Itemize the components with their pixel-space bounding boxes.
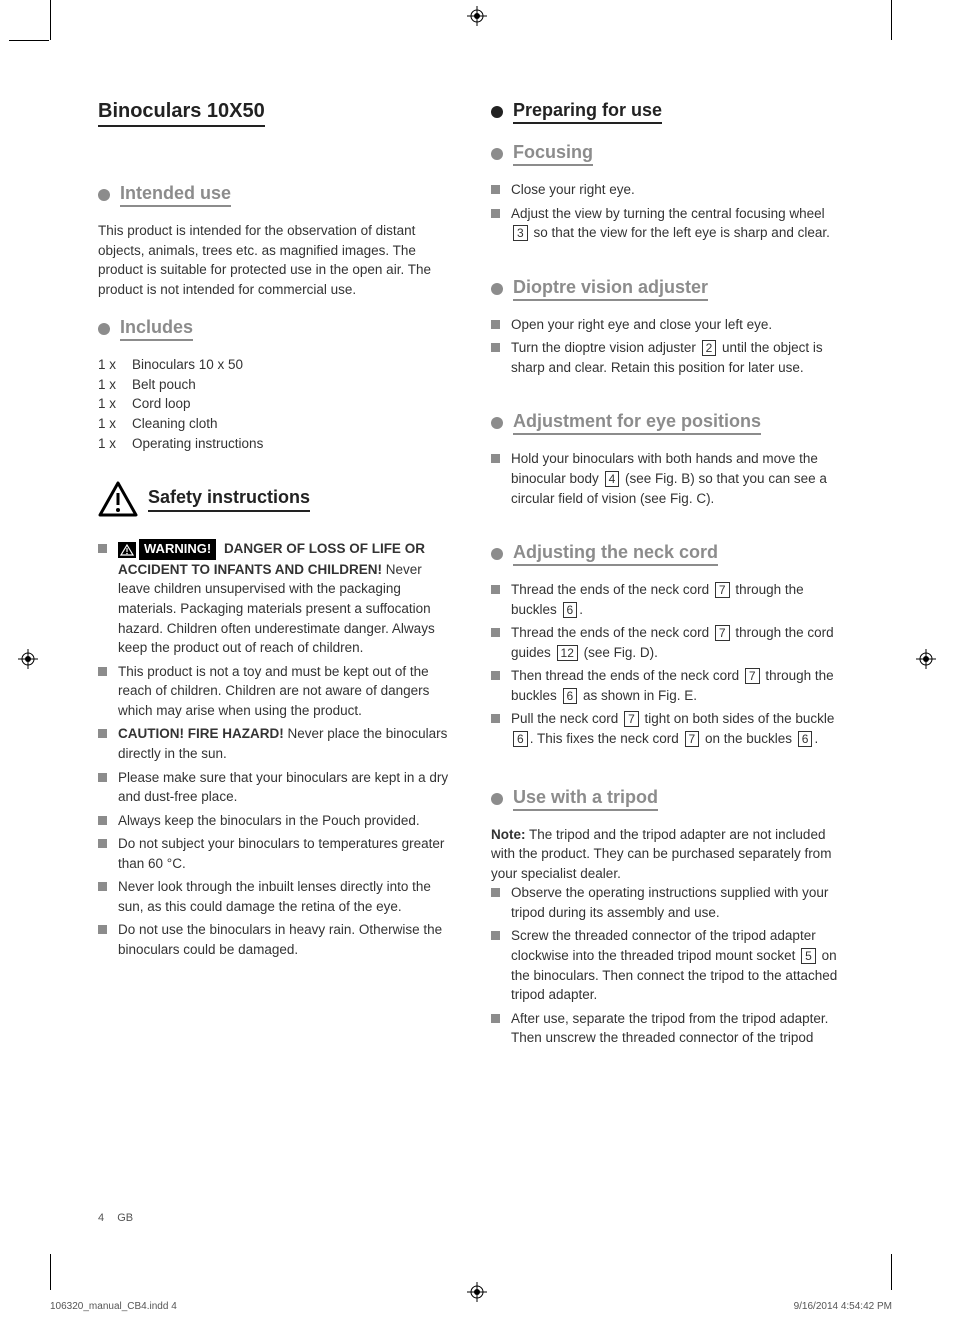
safety-heading-row: Safety instructions xyxy=(98,481,451,517)
neckcord-list: Thread the ends of the neck cord 7 throu… xyxy=(491,580,844,749)
includes-list: 1 xBinoculars 10 x 50 1 xBelt pouch 1 xC… xyxy=(98,355,451,453)
crop-mark xyxy=(50,0,51,40)
page-content: Binoculars 10X50 Intended use This produ… xyxy=(50,40,892,1254)
bullet-icon xyxy=(491,548,503,560)
safety-warning-item: WARNING! DANGER OF LOSS OF LIFE OR ACCID… xyxy=(98,539,451,658)
list-item: Do not subject your binoculars to temper… xyxy=(98,834,451,873)
right-column: Preparing for use Focusing Close your ri… xyxy=(491,100,844,1052)
ref-box: 6 xyxy=(798,731,813,747)
registration-mark-icon xyxy=(916,649,936,669)
ref-box: 7 xyxy=(715,582,730,598)
heading-eye-positions: Adjustment for eye positions xyxy=(491,411,844,435)
bullet-icon xyxy=(98,189,110,201)
heading-dioptre: Dioptre vision adjuster xyxy=(491,277,844,301)
ref-box: 2 xyxy=(702,340,717,356)
ref-box: 7 xyxy=(624,711,639,727)
bullet-icon xyxy=(491,283,503,295)
list-item: CAUTION! FIRE HAZARD! Never place the bi… xyxy=(98,724,451,763)
bullet-icon xyxy=(491,417,503,429)
ref-box: 7 xyxy=(745,668,760,684)
heading-preparing: Preparing for use xyxy=(491,100,844,124)
list-item: Please make sure that your binoculars ar… xyxy=(98,768,451,807)
list-item: Screw the threaded connector of the trip… xyxy=(491,926,844,1004)
warning-triangle-small-icon xyxy=(118,542,136,558)
list-item: Open your right eye and close your left … xyxy=(491,315,844,335)
left-column: Binoculars 10X50 Intended use This produ… xyxy=(98,100,451,1052)
list-item: Hold your binoculars with both hands and… xyxy=(491,449,844,508)
list-item: Always keep the binoculars in the Pouch … xyxy=(98,811,451,831)
ref-box: 7 xyxy=(685,731,700,747)
print-timestamp: 9/16/2014 4:54:42 PM xyxy=(794,1301,892,1312)
heading-includes: Includes xyxy=(98,317,451,341)
registration-mark-icon xyxy=(18,649,38,669)
file-name: 106320_manual_CB4.indd 4 xyxy=(50,1301,177,1312)
heading-tripod: Use with a tripod xyxy=(491,787,844,811)
list-item: After use, separate the tripod from the … xyxy=(491,1009,844,1048)
crop-mark xyxy=(9,40,49,41)
ref-box: 6 xyxy=(513,731,528,747)
bullet-icon xyxy=(98,323,110,335)
crop-mark xyxy=(891,0,892,40)
list-item: Observe the operating instructions suppl… xyxy=(491,883,844,922)
bullet-icon xyxy=(491,793,503,805)
list-item: Pull the neck cord 7 tight on both sides… xyxy=(491,709,844,748)
list-item: This product is not a toy and must be ke… xyxy=(98,662,451,721)
ref-box: 6 xyxy=(563,602,578,618)
list-item: Turn the dioptre vision adjuster 2 until… xyxy=(491,338,844,377)
list-item: Thread the ends of the neck cord 7 throu… xyxy=(491,580,844,619)
page-title: Binoculars 10X50 xyxy=(98,100,265,127)
list-item: Never look through the inbuilt lenses di… xyxy=(98,877,451,916)
eyepos-list: Hold your binoculars with both hands and… xyxy=(491,449,844,508)
ref-box: 4 xyxy=(605,471,620,487)
ref-box: 5 xyxy=(801,948,816,964)
safety-list: WARNING! DANGER OF LOSS OF LIFE OR ACCID… xyxy=(98,539,451,960)
print-footer: 106320_manual_CB4.indd 4 9/16/2014 4:54:… xyxy=(50,1301,892,1312)
list-item: Adjust the view by turning the central f… xyxy=(491,204,844,243)
intended-use-body: This product is intended for the observa… xyxy=(98,221,451,299)
ref-box: 12 xyxy=(557,645,578,661)
crop-mark xyxy=(50,1254,51,1290)
bullet-icon xyxy=(491,148,503,160)
list-item: Then thread the ends of the neck cord 7 … xyxy=(491,666,844,705)
heading-focusing: Focusing xyxy=(491,142,844,166)
heading-neck-cord: Adjusting the neck cord xyxy=(491,542,844,566)
heading-safety: Safety instructions xyxy=(148,487,310,512)
page-number-footer: 4 GB xyxy=(98,1212,133,1224)
registration-mark-icon xyxy=(467,6,487,26)
ref-box: 7 xyxy=(715,625,730,641)
tripod-list: Observe the operating instructions suppl… xyxy=(491,883,844,1048)
crop-mark xyxy=(891,1254,892,1290)
heading-intended-use: Intended use xyxy=(98,183,451,207)
warning-badge: WARNING! xyxy=(118,539,216,560)
ref-box: 6 xyxy=(563,688,578,704)
dioptre-list: Open your right eye and close your left … xyxy=(491,315,844,378)
list-item: Close your right eye. xyxy=(491,180,844,200)
focusing-list: Close your right eye. Adjust the view by… xyxy=(491,180,844,243)
warning-triangle-icon xyxy=(98,481,138,517)
registration-mark-icon xyxy=(467,1282,487,1302)
list-item: Thread the ends of the neck cord 7 throu… xyxy=(491,623,844,662)
bullet-icon xyxy=(491,106,503,118)
tripod-note: Note: The tripod and the tripod adapter … xyxy=(491,825,844,884)
ref-box: 3 xyxy=(513,225,528,241)
list-item: Do not use the binoculars in heavy rain.… xyxy=(98,920,451,959)
